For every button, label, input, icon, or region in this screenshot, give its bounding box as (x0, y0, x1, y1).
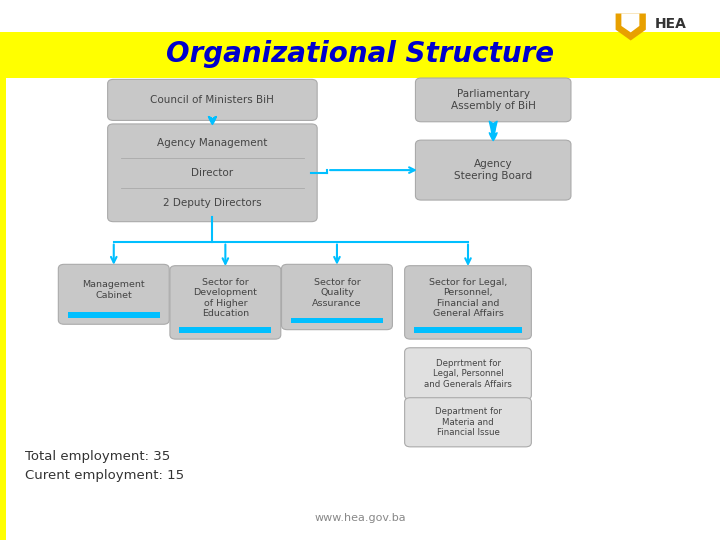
Text: HEA: HEA (655, 17, 687, 31)
FancyBboxPatch shape (179, 327, 271, 333)
Text: Sector for
Quality
Assurance: Sector for Quality Assurance (312, 278, 361, 308)
FancyBboxPatch shape (405, 266, 531, 339)
Text: 2 Deputy Directors: 2 Deputy Directors (163, 198, 261, 207)
Text: Director: Director (192, 168, 233, 178)
FancyBboxPatch shape (107, 79, 318, 120)
FancyBboxPatch shape (58, 264, 169, 324)
Text: Organizational Structure: Organizational Structure (166, 40, 554, 69)
Polygon shape (616, 14, 646, 40)
FancyBboxPatch shape (415, 140, 571, 200)
Text: Total employment: 35: Total employment: 35 (25, 450, 171, 463)
Text: Parliamentary
Assembly of BiH: Parliamentary Assembly of BiH (451, 89, 536, 111)
Text: Management
Cabinet: Management Cabinet (83, 280, 145, 300)
Text: Department for
Materia and
Financial Issue: Department for Materia and Financial Iss… (435, 407, 501, 437)
FancyBboxPatch shape (405, 348, 531, 400)
FancyBboxPatch shape (415, 78, 571, 122)
Text: Sector for Legal,
Personnel,
Financial and
General Affairs: Sector for Legal, Personnel, Financial a… (429, 278, 507, 318)
FancyBboxPatch shape (291, 318, 383, 323)
FancyBboxPatch shape (68, 312, 160, 318)
FancyBboxPatch shape (170, 266, 281, 339)
Text: Agency Management: Agency Management (157, 138, 268, 148)
Polygon shape (621, 14, 639, 32)
FancyBboxPatch shape (405, 397, 531, 447)
Text: Curent employment: 15: Curent employment: 15 (25, 469, 184, 482)
FancyBboxPatch shape (414, 327, 522, 333)
FancyBboxPatch shape (0, 32, 720, 78)
Text: Deprrtment for
Legal, Personnel
and Generals Affairs: Deprrtment for Legal, Personnel and Gene… (424, 359, 512, 389)
Text: www.hea.gov.ba: www.hea.gov.ba (314, 514, 406, 523)
FancyBboxPatch shape (282, 265, 392, 329)
FancyBboxPatch shape (0, 78, 6, 540)
Text: Council of Ministers BiH: Council of Ministers BiH (150, 95, 274, 105)
Text: Agency
Steering Board: Agency Steering Board (454, 159, 532, 181)
FancyBboxPatch shape (107, 124, 318, 221)
Text: Sector for
Development
of Higher
Education: Sector for Development of Higher Educati… (194, 278, 257, 318)
